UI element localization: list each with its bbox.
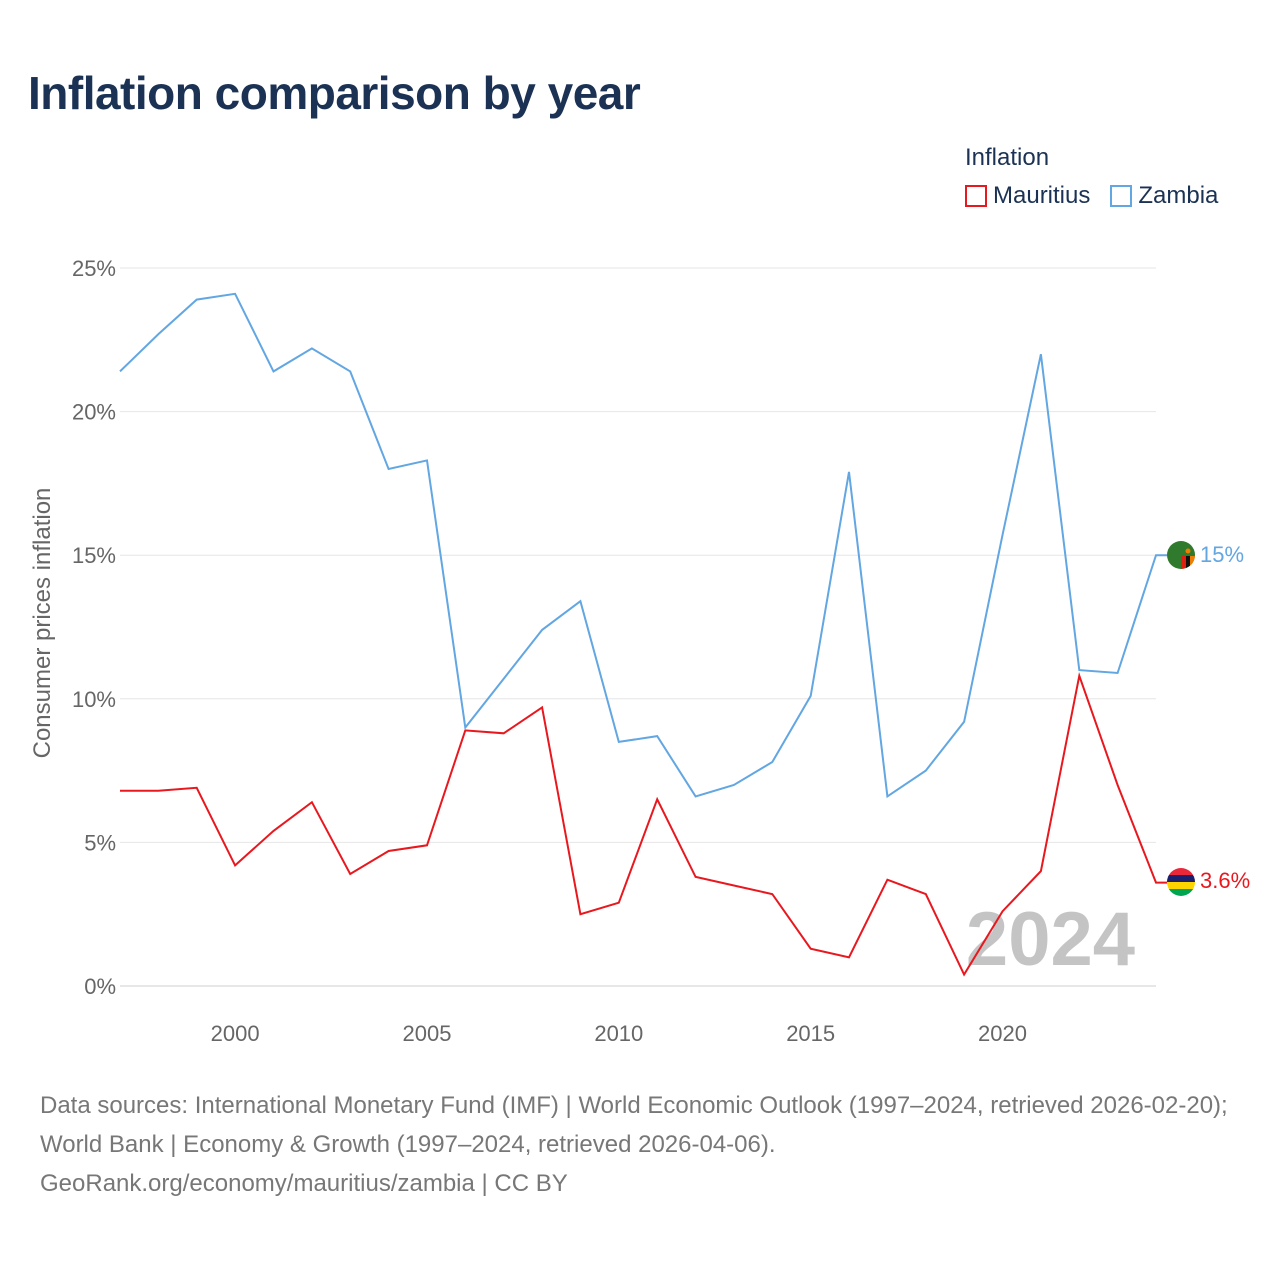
x-tick-labels: 2000 2005 2010 2015 2020 [211, 1021, 1027, 1046]
year-watermark: 2024 [966, 897, 1135, 982]
legend-title: Inflation [965, 144, 1050, 171]
series-lines [119, 292, 1167, 977]
legend-label-zambia: Zambia [1138, 182, 1219, 209]
grid-lines [120, 267, 1156, 987]
y-tick-label: 5% [84, 830, 116, 855]
end-label-zambia: 15% [1200, 542, 1244, 567]
legend-label-mauritius: Mauritius [993, 182, 1091, 209]
y-tick-label: 20% [72, 400, 116, 425]
legend: Inflation Mauritius Zambia [965, 144, 1218, 210]
x-tick-label: 2005 [402, 1021, 451, 1046]
legend-item-mauritius[interactable]: Mauritius [965, 182, 1090, 210]
series-line-mauritius[interactable] [120, 672, 1167, 977]
legend-swatch-zambia [1110, 185, 1133, 207]
mauritius-flag-icon [1167, 868, 1195, 896]
x-tick-label: 2020 [978, 1021, 1027, 1046]
y-tick-label: 0% [84, 974, 116, 999]
line-chart: 0% 5% 10% 15% 20% 25% 2000 2005 2010 2015 2020 Co… [29, 256, 1250, 1046]
series-line-zambia[interactable] [119, 292, 1167, 799]
x-tick-label: 2015 [786, 1021, 835, 1046]
chart-title: Inflation comparison by year [28, 67, 641, 119]
x-tick-label: 2000 [211, 1021, 260, 1046]
legend-swatch-mauritius [965, 185, 987, 207]
source-text: Data sources: International Monetary Fun… [40, 1092, 1228, 1158]
end-label-mauritius: 3.6% [1200, 868, 1250, 893]
y-tick-label: 15% [72, 543, 116, 568]
y-tick-label: 10% [72, 687, 116, 712]
zambia-flag-icon [1167, 541, 1195, 569]
y-axis-label: Consumer prices inflation [29, 488, 56, 759]
legend-item-zambia[interactable]: Zambia [1110, 182, 1218, 210]
source-note: Data sources: International Monetary Fun… [40, 1086, 1250, 1203]
source-link[interactable]: GeoRank.org/economy/mauritius/zambia | C… [40, 1170, 568, 1197]
x-tick-label: 2010 [594, 1021, 643, 1046]
y-tick-label: 25% [72, 256, 116, 281]
y-tick-labels: 0% 5% 10% 15% 20% 25% [72, 256, 116, 999]
